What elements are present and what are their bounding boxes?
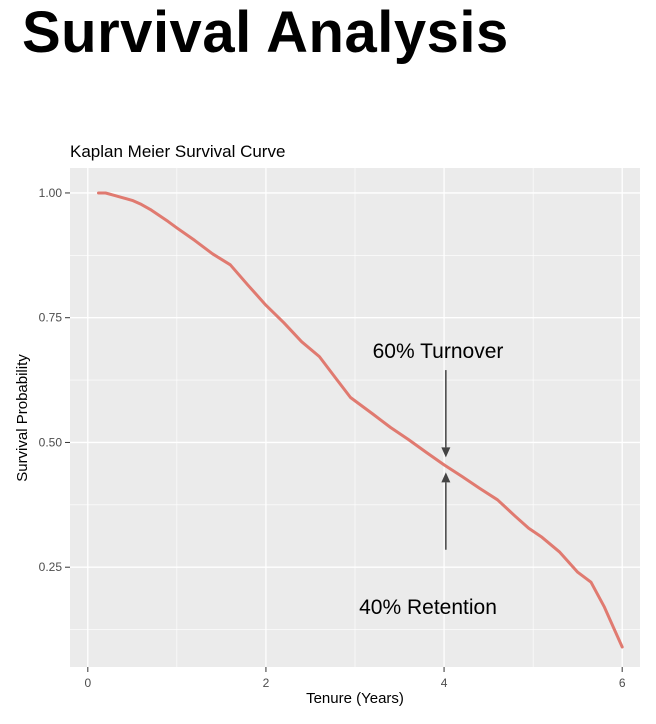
x-tick-label: 2 [263,676,270,690]
y-axis-ticks: 0.25 0.50 0.75 1.00 [39,186,70,574]
x-axis-label: Tenure (Years) [306,690,404,707]
chart-title: Kaplan Meier Survival Curve [70,142,285,161]
annotation-arrow-head [441,472,451,483]
y-tick-label: 1.00 [39,186,63,200]
annotation-arrows [441,370,451,550]
x-axis-ticks: 0 2 4 6 [84,667,626,690]
y-axis-label: Survival Probability [14,354,31,482]
x-tick-label: 4 [441,676,448,690]
survival-curve-line [97,191,624,649]
x-tick-label: 6 [619,676,626,690]
annotation-turnover: 60% Turnover [373,340,504,363]
annotation-arrow-head [441,447,451,458]
y-tick-label: 0.50 [39,435,63,449]
minor-gridlines [70,168,640,667]
major-gridlines [70,168,640,667]
x-tick-label: 0 [84,676,91,690]
y-tick-label: 0.25 [39,560,63,574]
y-tick-label: 0.75 [39,311,63,325]
annotation-retention: 40% Retention [359,596,497,619]
slide-title: Survival Analysis [22,0,509,65]
